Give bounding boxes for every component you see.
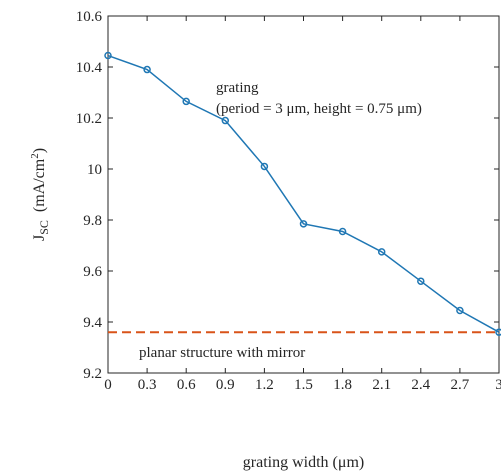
x-tick-label: 1.5 (294, 377, 313, 393)
annotation-grating-params: (period = 3 μm, height = 0.75 μm) (216, 101, 422, 117)
y-label-units-superscript: 2 (29, 153, 41, 159)
y-axis-label: JSC (mA/cm2) (29, 148, 51, 241)
data-point (338, 227, 347, 236)
data-point (182, 97, 190, 106)
x-tick-label: 0.9 (216, 377, 235, 393)
y-tick-label: 10 (87, 162, 102, 178)
x-tick-label: 3 (495, 377, 501, 393)
x-tick-label: 2.1 (372, 377, 391, 393)
y-label-subscript: SC (37, 220, 51, 235)
data-point (260, 162, 269, 171)
x-tick-label: 0.6 (177, 377, 196, 393)
data-point (495, 328, 501, 336)
y-tick-label: 9.8 (83, 213, 102, 229)
plot-area (107, 15, 500, 374)
data-point (104, 51, 112, 60)
annotation-grating: grating (216, 80, 259, 96)
data-point (456, 306, 464, 315)
annotation-planar: planar structure with mirror (139, 345, 305, 361)
y-label-main: J (31, 235, 48, 241)
data-point (377, 248, 386, 256)
x-tick-label: 1.8 (333, 377, 352, 393)
data-point (143, 65, 151, 74)
x-tick-label: 2.4 (411, 377, 430, 393)
y-axis-ticks: 9.2 9.4 9.6 9.8 10 10.2 10.4 10.6 (76, 9, 499, 382)
x-tick-label: 0.3 (138, 377, 157, 393)
y-tick-label: 10.2 (76, 111, 102, 127)
y-tick-label: 9.2 (83, 366, 102, 382)
y-tick-label: 10.4 (76, 60, 103, 76)
series-line-grating (107, 54, 500, 333)
x-tick-label: 0 (104, 377, 112, 393)
y-label-units-close: ) (31, 148, 48, 153)
data-point (417, 277, 425, 285)
y-label-units: (mA/cm (31, 158, 48, 212)
data-point (299, 220, 308, 228)
data-point (221, 116, 230, 125)
x-tick-label: 1.2 (255, 377, 274, 393)
x-axis-label: grating width (μm) (243, 454, 364, 471)
y-tick-label: 9.4 (83, 315, 102, 331)
y-tick-label: 9.6 (83, 264, 102, 280)
y-tick-label: 10.6 (76, 9, 103, 25)
series-group (104, 51, 501, 336)
x-axis-ticks: 0 0.3 0.6 0.9 1.2 1.5 1.8 2.1 2.4 2.7 3 (104, 16, 501, 393)
x-tick-label: 2.7 (451, 377, 470, 393)
